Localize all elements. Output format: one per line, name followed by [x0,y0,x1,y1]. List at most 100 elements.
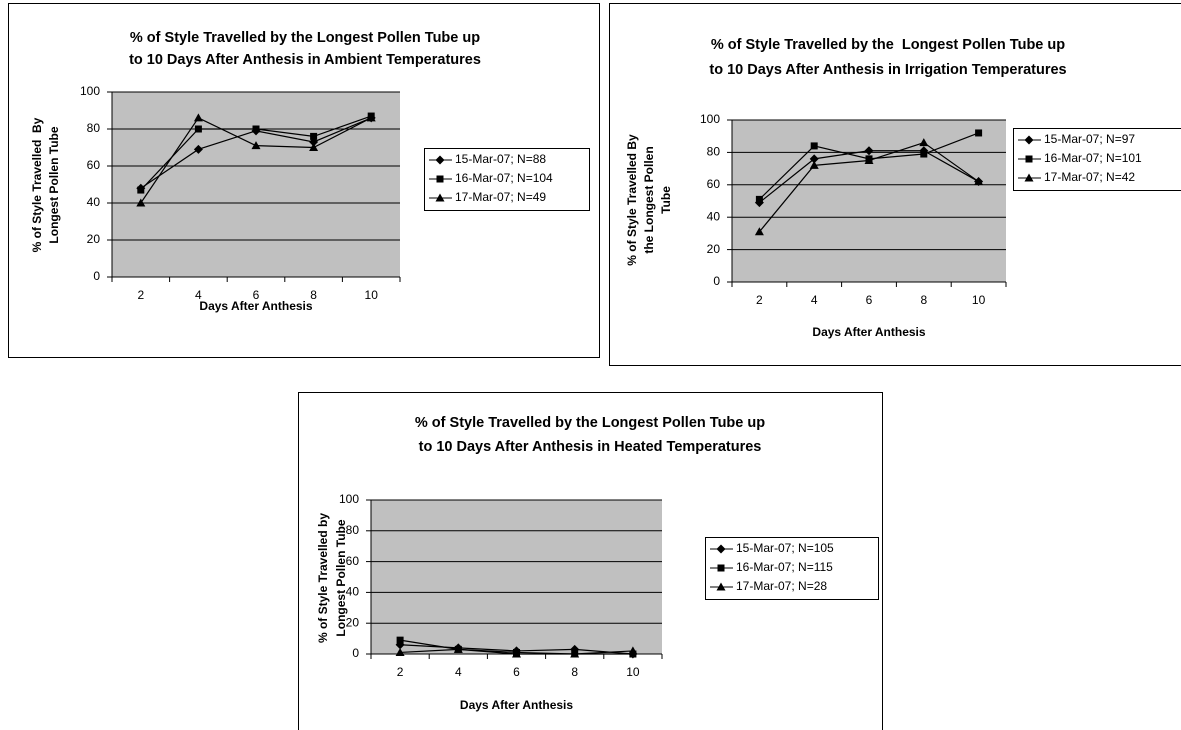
y-axis-label: Longest Pollen Tube [334,519,348,636]
legend-label: 17-Mar-07; N=49 [455,190,546,204]
legend-marker [436,175,444,183]
marker [975,129,983,137]
marker [453,644,463,653]
legend-marker [1025,155,1033,163]
y-axis-label: % of Style Travelled By [625,134,639,266]
marker [974,177,984,186]
y-tick-label: 60 [87,158,101,172]
y-tick-label: 60 [707,177,721,191]
legend-marker [716,582,726,591]
y-tick-label: 80 [707,145,721,159]
chart-title: % of Style Travelled by the Longest Poll… [415,415,765,431]
plot-area [371,500,662,654]
x-tick-label: 4 [455,665,462,679]
x-axis-label: Days After Anthesis [199,299,312,313]
marker [310,132,318,140]
y-axis-label: the Longest Pollen [642,146,656,253]
x-axis-label: Days After Anthesis [460,698,573,712]
y-tick-label: 80 [87,121,101,135]
marker [809,160,819,169]
x-tick-label: 10 [972,293,986,307]
chart-title: to 10 Days After Anthesis in Heated Temp… [419,439,762,455]
y-tick-label: 60 [346,554,360,568]
legend-marker [1024,135,1034,145]
y-axis-label: % of Style Travelled By [30,117,44,252]
y-tick-label: 20 [346,615,360,629]
marker [864,146,874,156]
x-tick-label: 2 [137,288,144,302]
marker [366,113,376,122]
marker [136,198,146,207]
chart-title: % of Style Travelled by the Longest Poll… [130,30,480,46]
y-tick-label: 0 [713,274,720,288]
y-tick-label: 100 [80,84,100,98]
marker [193,144,203,154]
marker [137,186,145,194]
marker [309,143,319,151]
legend-label: 15-Mar-07; N=105 [736,541,834,555]
marker [512,649,521,658]
x-axis-label: Days After Anthesis [812,325,925,339]
marker [628,646,638,655]
y-axis-label: Longest Pollen Tube [47,126,61,243]
legend [1013,128,1181,191]
marker [396,636,404,644]
marker [864,156,874,164]
x-tick-label: 6 [866,293,873,307]
y-tick-label: 40 [346,585,360,599]
y-tick-label: 20 [87,232,101,246]
x-tick-label: 8 [310,288,317,302]
y-tick-label: 40 [87,195,101,209]
legend [705,537,879,600]
plot-area [732,120,1006,282]
marker [810,142,818,150]
x-tick-label: 10 [626,665,640,679]
x-tick-label: 6 [253,288,260,302]
chart-title: % of Style Travelled by the Longest Poll… [711,37,1065,53]
x-tick-label: 8 [571,665,578,679]
marker [252,125,260,133]
legend-label: 17-Mar-07; N=28 [736,579,827,593]
x-tick-label: 2 [756,293,763,307]
y-tick-label: 100 [700,112,720,126]
chart-title: to 10 Days After Anthesis in Ambient Tem… [129,52,481,68]
legend-marker [716,544,726,554]
plot-area [112,92,400,277]
marker [920,150,928,158]
y-tick-label: 0 [352,646,359,660]
legend-label: 16-Mar-07; N=104 [455,171,553,185]
y-tick-label: 20 [707,242,721,256]
y-tick-label: 80 [346,523,360,537]
x-tick-label: 6 [513,665,520,679]
y-axis-label: % of Style Travelled by [316,513,330,643]
y-axis-label: Tube [659,186,673,214]
legend-label: 17-Mar-07; N=42 [1044,170,1135,184]
marker [251,141,261,150]
chart-title: to 10 Days After Anthesis in Irrigation … [709,62,1066,78]
legend-label: 15-Mar-07; N=97 [1044,132,1135,146]
marker [755,195,763,203]
legend-marker [1024,173,1034,182]
x-tick-label: 8 [920,293,927,307]
marker [754,227,764,236]
legend-marker [435,155,445,165]
legend-marker [717,564,725,572]
marker [570,649,580,658]
x-tick-label: 4 [811,293,818,307]
y-tick-label: 0 [93,269,100,283]
marker [395,647,405,656]
x-tick-label: 2 [397,665,404,679]
marker [919,138,929,147]
marker [809,154,819,164]
legend-label: 15-Mar-07; N=88 [455,152,546,166]
legend-label: 16-Mar-07; N=115 [736,560,833,574]
legend-marker [435,193,445,202]
y-tick-label: 40 [707,209,721,223]
marker [194,125,202,133]
marker [193,113,203,122]
x-tick-label: 10 [365,288,379,302]
legend-label: 16-Mar-07; N=101 [1044,151,1142,165]
y-tick-label: 100 [339,492,359,506]
